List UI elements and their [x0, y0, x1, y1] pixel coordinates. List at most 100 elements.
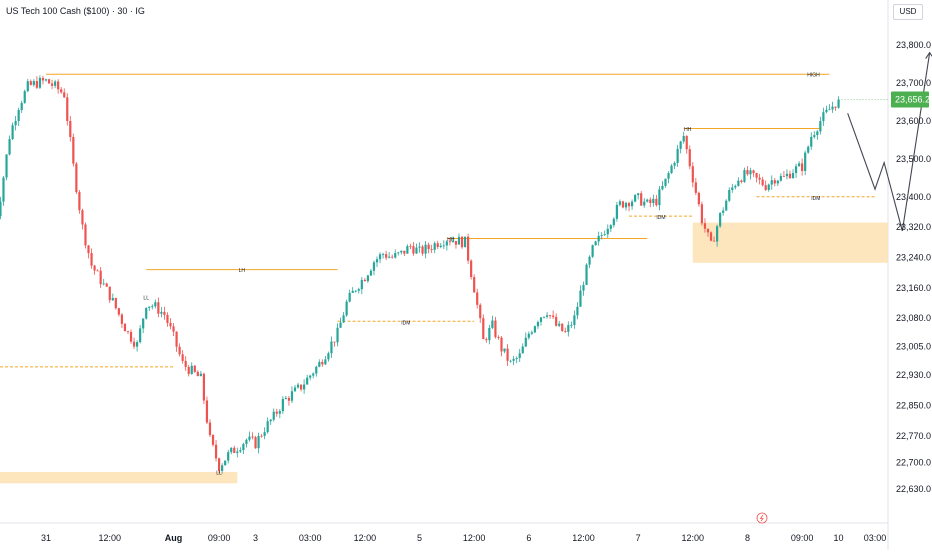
candle-body	[536, 322, 540, 327]
candle-body	[123, 323, 127, 332]
candle-body	[709, 232, 713, 241]
candle-body	[558, 323, 561, 326]
candle-body	[403, 250, 406, 254]
horizontal-levels	[0, 73, 876, 368]
candle-body	[157, 302, 160, 314]
candle-body	[257, 435, 260, 449]
candle-body	[378, 254, 382, 260]
candle-body	[807, 146, 810, 153]
candle-body	[485, 339, 488, 341]
currency-selector[interactable]: USD	[893, 4, 923, 20]
candle-body	[8, 139, 11, 155]
candle-body	[597, 235, 600, 242]
candle-body	[466, 236, 470, 261]
candle-body	[2, 177, 5, 202]
candle-body	[500, 337, 503, 352]
candle-body	[797, 163, 801, 167]
candle-body	[746, 170, 749, 175]
candle-body	[439, 245, 442, 247]
candle-body	[93, 265, 96, 271]
time-tick-label: Aug	[165, 533, 183, 543]
candle-body	[801, 163, 804, 171]
time-tick-label: 6	[526, 533, 531, 543]
candle-body	[794, 166, 798, 173]
candle-body	[433, 243, 436, 250]
candle-body	[722, 210, 725, 213]
candle-body	[448, 241, 451, 243]
candle-body	[199, 373, 202, 377]
candle-body	[169, 322, 172, 327]
candle-body	[646, 199, 649, 202]
candle-body	[211, 435, 215, 445]
price-tick-label: 23,005.0	[896, 342, 931, 352]
candle-body	[582, 284, 585, 291]
candle-body	[770, 180, 773, 185]
candle-body	[111, 298, 114, 301]
price-tick-label: 22,630.0	[896, 484, 931, 494]
candle-body	[634, 195, 637, 202]
price-tick-label: 22,850.0	[896, 401, 931, 411]
time-axis[interactable]: 31 12:00 Aug 09:00 3 03:00 12:00 5 12:00 6 12:00 7 1…	[41, 533, 886, 543]
candle-body	[145, 307, 148, 319]
candle-body	[630, 201, 634, 207]
candle-body	[700, 204, 704, 224]
candle-body	[725, 200, 728, 211]
candle-body	[594, 241, 597, 246]
candle-body	[406, 246, 409, 254]
candle-body	[269, 419, 272, 422]
candle-body	[38, 77, 42, 88]
candle-body	[767, 184, 770, 190]
lightning-icon-bolt	[759, 514, 764, 522]
candles	[0, 75, 840, 474]
last-price-label: 23,656.2	[895, 95, 930, 105]
candle-body	[618, 201, 622, 205]
candle-body	[266, 421, 269, 433]
candle-body	[640, 193, 643, 206]
candle-body	[372, 262, 376, 271]
candle-body	[612, 218, 615, 226]
candle-body	[202, 373, 206, 401]
candle-body	[506, 348, 509, 361]
candle-body	[731, 187, 734, 190]
candle-body	[105, 283, 108, 287]
candle-body	[151, 306, 154, 308]
candle-body	[99, 270, 102, 285]
candle-body	[221, 465, 224, 471]
candle-body	[400, 250, 403, 253]
candle-body	[810, 136, 813, 147]
candle-body	[825, 109, 828, 113]
candle-body	[172, 326, 175, 332]
price-tick-label: 23,320.0	[896, 222, 931, 232]
candle-body	[716, 226, 719, 242]
candle-body	[154, 302, 157, 307]
candle-body	[673, 162, 676, 166]
candle-body	[321, 361, 324, 365]
candle-body	[734, 185, 737, 188]
candle-body	[776, 180, 779, 184]
candle-body	[591, 245, 594, 257]
candle-body	[339, 322, 342, 328]
candle-body	[336, 327, 339, 343]
price-axis[interactable]: 23,800.0 23,700.0 23,600.0 23,500.0 23,400.0…	[838, 40, 931, 494]
candle-body	[287, 397, 291, 401]
zone-1	[0, 471, 238, 484]
candle-body	[293, 387, 297, 392]
projection-line	[847, 52, 931, 232]
candle-body	[703, 223, 707, 229]
candle-body	[272, 411, 275, 420]
candle-body	[412, 246, 415, 254]
candle-body	[585, 264, 588, 285]
candle-body	[41, 77, 45, 81]
candle-body	[697, 192, 700, 205]
candle-body	[785, 173, 789, 177]
candle-body	[120, 314, 124, 324]
candle-body	[217, 458, 221, 471]
projection-arrowhead	[925, 51, 932, 59]
swing-label-0: LL	[143, 295, 149, 301]
candle-body	[148, 306, 151, 308]
candle-body	[391, 256, 394, 258]
candle-body	[290, 391, 294, 401]
candle-body	[60, 89, 63, 93]
